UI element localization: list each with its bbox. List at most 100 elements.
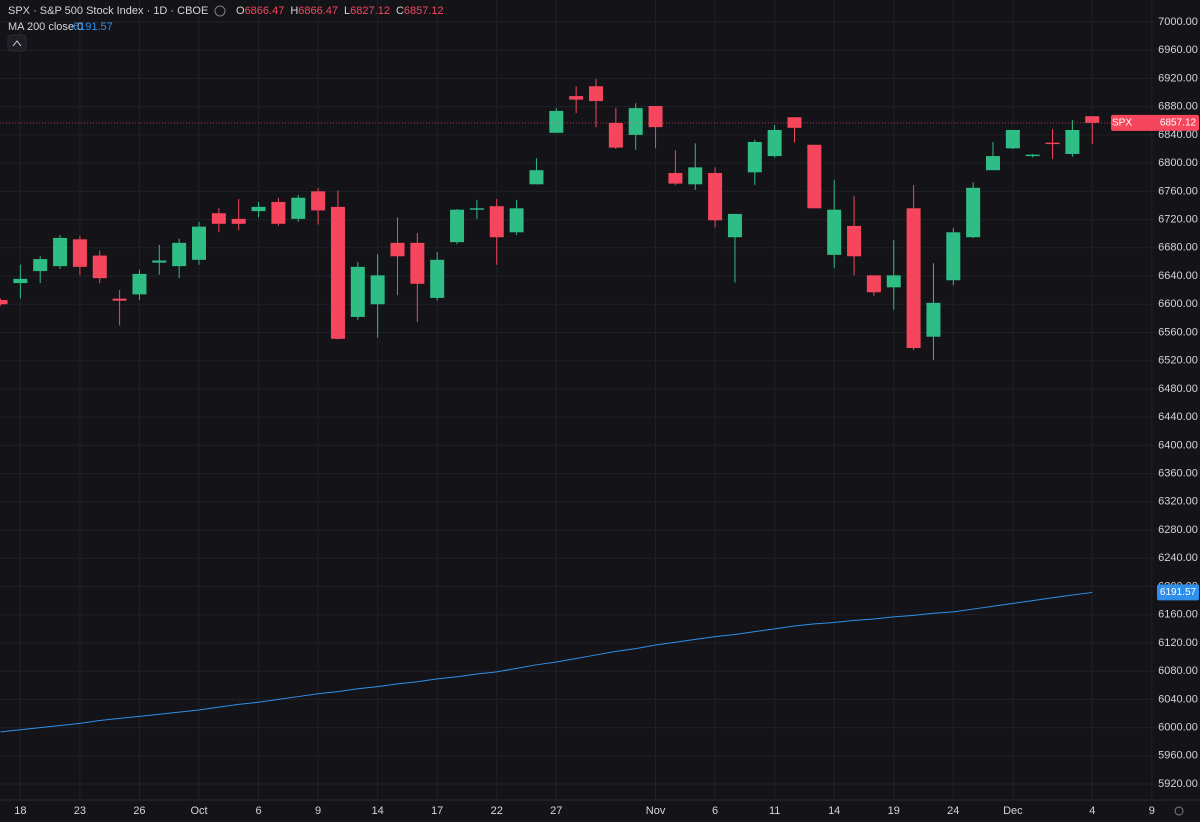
y-tick-label: 6880.00 bbox=[1158, 101, 1198, 113]
y-tick-label: 6560.00 bbox=[1158, 326, 1198, 338]
y-tick-label: 6720.00 bbox=[1158, 213, 1198, 225]
y-tick-label: 6640.00 bbox=[1158, 270, 1198, 282]
y-tick-label: 6120.00 bbox=[1158, 637, 1198, 649]
candle-body bbox=[92, 255, 107, 279]
candle-body bbox=[926, 302, 941, 337]
ma-line bbox=[0, 591, 1093, 733]
ohlc-label: L bbox=[344, 5, 350, 17]
candle-body bbox=[172, 242, 187, 267]
axes: 5920.00 5960.00 6000.00 6040.00 6080.00 6120.… bbox=[14, 16, 1199, 817]
x-tick-label: 6 bbox=[255, 805, 261, 817]
candle-body bbox=[628, 108, 643, 135]
candle-body bbox=[767, 129, 782, 157]
candle-body bbox=[469, 208, 484, 210]
y-tick-label: 6000.00 bbox=[1158, 722, 1198, 734]
x-tick-label: 14 bbox=[828, 805, 840, 817]
x-tick-label: 26 bbox=[133, 805, 145, 817]
candle-body bbox=[668, 173, 683, 184]
x-tick-label: 24 bbox=[947, 805, 959, 817]
x-tick-label: 9 bbox=[1149, 805, 1155, 817]
candle-body bbox=[152, 260, 167, 263]
candle-body bbox=[192, 226, 206, 260]
candle-body bbox=[410, 242, 425, 284]
ohlc-value: 6857.12 bbox=[404, 5, 444, 17]
collapse-icon bbox=[12, 40, 22, 47]
y-tick-label: 7000.00 bbox=[1158, 16, 1198, 28]
ohlc-value: 6866.47 bbox=[298, 5, 338, 17]
y-tick-label: 6400.00 bbox=[1158, 439, 1198, 451]
price-tag-value: 6857.12 bbox=[1160, 117, 1197, 128]
candle-body bbox=[13, 278, 28, 284]
grid bbox=[0, 0, 1155, 800]
x-tick-label: 4 bbox=[1089, 805, 1095, 817]
ma-legend-value: 6191.57 bbox=[73, 21, 113, 33]
y-tick-label: 6480.00 bbox=[1158, 383, 1198, 395]
ma-legend-name: MA 200 close 0 bbox=[8, 21, 83, 33]
y-tick-label: 6800.00 bbox=[1158, 157, 1198, 169]
candle-body bbox=[569, 96, 584, 100]
x-tick-label: 27 bbox=[550, 805, 562, 817]
candle-body bbox=[727, 213, 742, 238]
candle-body bbox=[589, 86, 603, 102]
settings-button[interactable] bbox=[1174, 806, 1184, 816]
y-tick-label: 6840.00 bbox=[1158, 129, 1198, 141]
candle-body bbox=[529, 170, 544, 185]
candle-body bbox=[132, 273, 147, 295]
candle-body bbox=[986, 156, 1000, 171]
x-tick-label: 18 bbox=[14, 805, 26, 817]
x-tick-label: 17 bbox=[431, 805, 443, 817]
y-tick-label: 6320.00 bbox=[1158, 496, 1198, 508]
y-tick-label: 6520.00 bbox=[1158, 355, 1198, 367]
candle-body bbox=[350, 266, 365, 317]
candle-body bbox=[291, 197, 306, 219]
symbol-icon[interactable] bbox=[214, 5, 226, 17]
candle-body bbox=[1025, 154, 1040, 157]
candle-body bbox=[251, 206, 266, 212]
x-tick-label: 9 bbox=[315, 805, 321, 817]
marks bbox=[0, 79, 1155, 733]
y-tick-label: 6160.00 bbox=[1158, 609, 1198, 621]
y-tick-label: 6280.00 bbox=[1158, 524, 1198, 536]
x-tick-label: 23 bbox=[74, 805, 86, 817]
y-tick-label: 6360.00 bbox=[1158, 467, 1198, 479]
y-tick-label: 6920.00 bbox=[1158, 72, 1198, 84]
candle-body bbox=[72, 239, 87, 267]
ohlc-value: 6827.12 bbox=[350, 5, 390, 17]
y-tick-label: 6960.00 bbox=[1158, 44, 1198, 56]
x-tick-label: 6 bbox=[712, 805, 718, 817]
ohlc-value: 6866.47 bbox=[245, 5, 285, 17]
candle-body bbox=[430, 259, 445, 298]
collapse-button[interactable] bbox=[7, 34, 27, 52]
candle-body bbox=[747, 141, 762, 173]
candle-body bbox=[509, 208, 524, 233]
candle-body bbox=[787, 117, 802, 128]
candle-body bbox=[906, 208, 921, 348]
candle-body bbox=[489, 206, 504, 238]
candle-body bbox=[549, 110, 564, 133]
candle-body bbox=[688, 167, 703, 185]
y-tick-label: 6600.00 bbox=[1158, 298, 1198, 310]
x-tick-label: 19 bbox=[888, 805, 900, 817]
candle-body bbox=[946, 232, 961, 281]
x-tick-label: 11 bbox=[769, 805, 780, 817]
ohlc-label: O bbox=[236, 5, 245, 17]
ohlc-legend: O6866.47 H6866.47 L6827.12 C6857.12 bbox=[236, 5, 444, 17]
y-tick-label: 6760.00 bbox=[1158, 185, 1198, 197]
price-tag bbox=[1111, 114, 1199, 131]
candle-body bbox=[231, 218, 246, 224]
candle-body bbox=[450, 209, 465, 243]
x-tick-label: Oct bbox=[190, 805, 207, 817]
candle-body bbox=[608, 122, 623, 148]
x-tick-label: 22 bbox=[491, 805, 503, 817]
y-tick-label: 5920.00 bbox=[1158, 778, 1198, 790]
chart-title: SPX · S&P 500 Stock Index · 1D · CBOE bbox=[8, 5, 208, 17]
candle-body bbox=[886, 275, 901, 288]
candle-body bbox=[708, 173, 723, 221]
candle-body bbox=[648, 105, 663, 128]
ohlc-label: C bbox=[396, 5, 404, 17]
candle-body bbox=[390, 242, 405, 257]
candle-body bbox=[271, 201, 286, 224]
